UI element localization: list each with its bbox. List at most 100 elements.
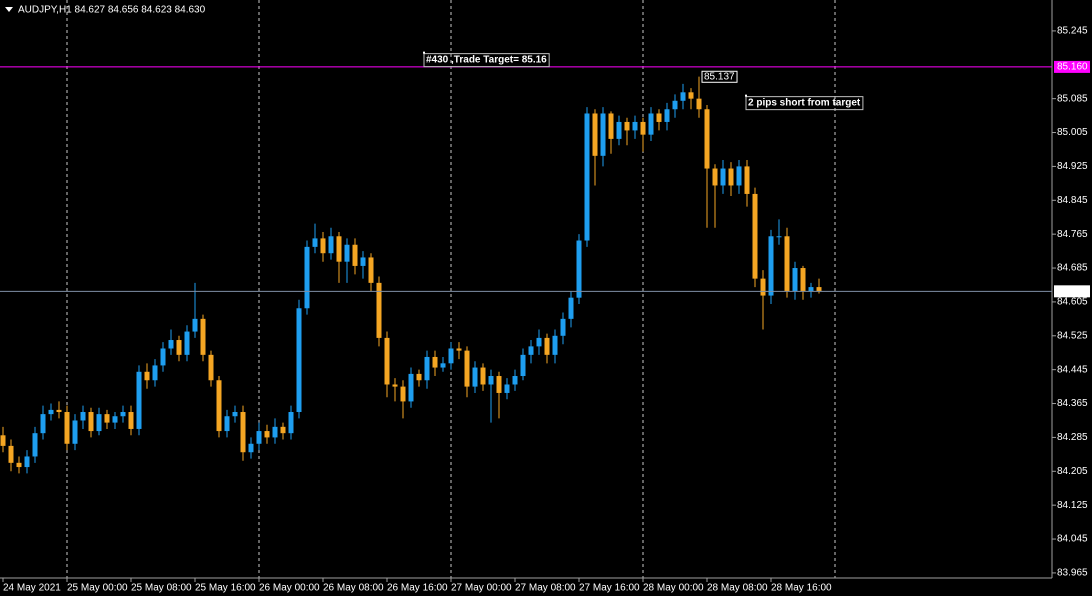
candle-body (568, 297, 574, 319)
candle-body (168, 340, 174, 349)
candle-body (616, 121, 622, 139)
candle-body (352, 244, 358, 266)
candle-body (808, 287, 814, 292)
candle-body (464, 350, 470, 387)
candle-body (488, 376, 494, 385)
price-label: 84.630 (1057, 286, 1088, 297)
price-label: 85.160 (1057, 62, 1088, 73)
candle-body (8, 445, 14, 463)
candle-body (432, 356, 438, 368)
y-tick-label: 84.365 (1057, 398, 1088, 409)
candle-body (632, 121, 638, 131)
candle-body (392, 384, 398, 387)
candle-body (592, 113, 598, 156)
candle-body (768, 236, 774, 296)
candle-body (456, 348, 462, 351)
candle-body (32, 433, 38, 457)
candle-body (80, 412, 86, 421)
candle-body (696, 98, 702, 110)
x-tick-label: 27 May 16:00 (579, 583, 640, 594)
candle-body (448, 348, 454, 364)
candle-body (320, 238, 326, 254)
candle-body (264, 431, 270, 438)
x-tick-label: 28 May 16:00 (771, 583, 832, 594)
candle-body (520, 354, 526, 377)
x-tick-label: 24 May 2021 (3, 583, 61, 594)
candle-body (512, 376, 518, 385)
y-tick-label: 83.965 (1057, 568, 1088, 579)
trade-target-annotation: #430 ,Trade Target= 85.16 (426, 55, 547, 66)
candle-body (128, 412, 134, 429)
y-tick-label: 84.845 (1057, 195, 1088, 206)
candle-body (408, 373, 414, 402)
pips-note-box (745, 96, 864, 111)
candle-body (528, 346, 534, 355)
y-tick-label: 85.245 (1057, 26, 1088, 37)
candle-body (280, 426, 286, 434)
candle-body (64, 412, 70, 444)
candle-body (56, 409, 62, 413)
candle-body (200, 318, 206, 355)
candle-body (136, 371, 142, 429)
y-tick-label: 84.765 (1057, 229, 1088, 240)
candle-body (576, 240, 582, 298)
candle-body (96, 414, 102, 432)
candle-body (272, 426, 278, 438)
candle-body (224, 416, 230, 432)
candle-body (184, 331, 190, 355)
peak-label: 85.137 (704, 71, 735, 82)
candle-body (232, 412, 238, 417)
candle-body (584, 113, 590, 241)
candle-body (640, 121, 646, 135)
y-tick-label: 84.205 (1057, 466, 1088, 477)
candle-body (648, 113, 654, 135)
x-tick-label: 27 May 00:00 (451, 583, 512, 594)
candle-body (736, 166, 742, 186)
candle-body (552, 335, 558, 355)
candle-body (688, 92, 694, 99)
candle-body (504, 384, 510, 393)
candle-body (760, 278, 766, 296)
candle-body (152, 365, 158, 381)
candle-body (656, 113, 662, 122)
candle-body (664, 109, 670, 122)
candle-body (672, 100, 678, 110)
y-tick-label: 85.085 (1057, 93, 1088, 104)
candle-body (440, 363, 446, 368)
candle-body (144, 371, 150, 381)
candle-body (400, 386, 406, 402)
candle-body (424, 356, 430, 381)
y-tick-label: 84.445 (1057, 364, 1088, 375)
candle-body (544, 337, 550, 355)
candle-body (344, 244, 350, 262)
candle-body (752, 193, 758, 279)
candle-body (248, 443, 254, 453)
candle-body (256, 431, 262, 444)
candle-body (720, 168, 726, 186)
x-tick-label: 27 May 08:00 (515, 583, 576, 594)
candle-body (160, 348, 166, 366)
candle-body (328, 236, 334, 254)
candle-body (240, 412, 246, 453)
candle-body (560, 318, 566, 336)
pips-note: 2 pips short from target (748, 98, 861, 109)
candle-body (792, 268, 798, 292)
candle-body (744, 166, 750, 194)
candle-body (704, 109, 710, 169)
peak-label-box (701, 70, 738, 83)
menu-arrow[interactable] (5, 7, 13, 12)
candle-body (288, 412, 294, 434)
candle-body (24, 456, 30, 468)
candle-body (304, 246, 310, 309)
candle-body (800, 268, 806, 292)
candle-body (728, 168, 734, 186)
candle-body (360, 257, 366, 266)
symbol-header: AUDJPY,H1 84.627 84.656 84.623 84.630 (18, 5, 206, 16)
candle-body (0, 435, 6, 446)
candle-body (600, 113, 606, 156)
price-label-box (1054, 60, 1090, 73)
candle-body (480, 367, 486, 385)
candle-body (112, 416, 118, 423)
